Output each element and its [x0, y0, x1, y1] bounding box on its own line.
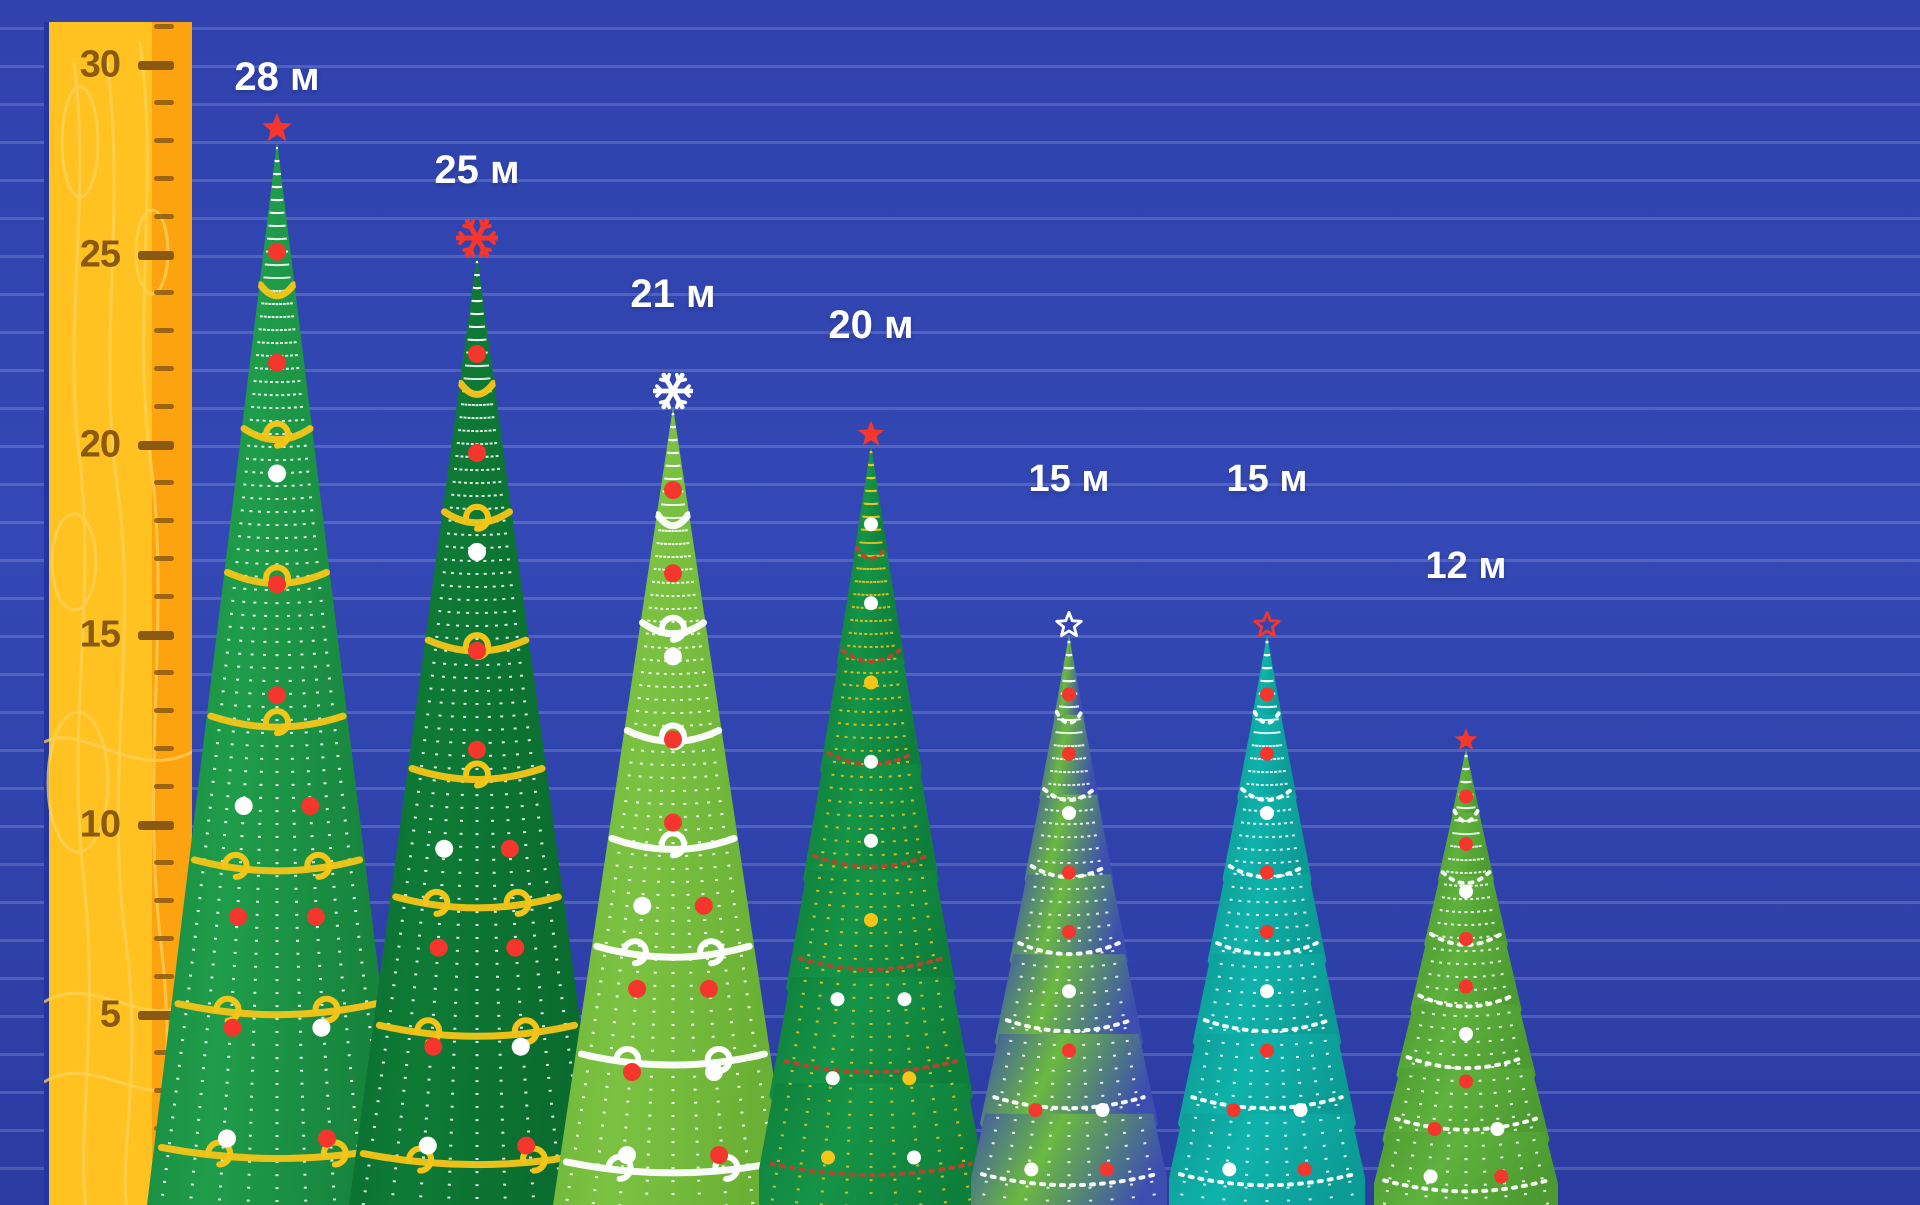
tree-2[interactable] [349, 218, 605, 1205]
tree-height-label-1: 28 м [234, 55, 320, 99]
gridline [0, 825, 1920, 828]
gridline [0, 407, 1920, 410]
ruler-tick-label-10: 10 [79, 803, 121, 846]
ruler-minor-tick [154, 404, 174, 409]
gridline [0, 483, 1920, 486]
ruler-tick-label-25: 25 [79, 233, 121, 276]
gridline [0, 521, 1920, 524]
ruler-tick-label-30: 30 [79, 43, 121, 86]
ruler-minor-tick [154, 594, 174, 599]
gridline [0, 559, 1920, 562]
ruler-minor-tick [154, 898, 174, 903]
ruler-minor-tick [154, 100, 174, 105]
gridline [0, 331, 1920, 334]
ruler-tick-label-15: 15 [79, 613, 121, 656]
gridline [0, 65, 1920, 68]
gridline [0, 445, 1920, 448]
gridline [0, 255, 1920, 258]
ruler-minor-tick [154, 746, 174, 751]
ruler-major-tick [138, 61, 174, 70]
gridline [0, 141, 1920, 144]
gridline [0, 635, 1920, 638]
tree-6[interactable] [1169, 611, 1365, 1205]
tree-cone [553, 407, 793, 1205]
ruler-major-tick [138, 631, 174, 640]
gridline [0, 977, 1920, 980]
ruler-tick-label-5: 5 [99, 993, 121, 1036]
ruler-minor-tick [154, 936, 174, 941]
star-filled-red-icon [260, 111, 294, 150]
gridline [0, 217, 1920, 220]
tree-height-label-7: 12 м [1425, 545, 1507, 587]
tree-height-label-2: 25 м [434, 148, 520, 192]
ruler-major-tick [138, 441, 174, 450]
tree-7[interactable] [1374, 728, 1558, 1205]
tree-cone [349, 255, 605, 1205]
tree-3[interactable] [553, 372, 793, 1205]
snowflake-red-icon [455, 217, 499, 264]
ruler-minor-tick [154, 708, 174, 713]
tree-5[interactable] [971, 611, 1167, 1205]
ruler-major-tick [138, 251, 174, 260]
ruler-minor-tick [154, 518, 174, 523]
ruler-minor-tick [154, 974, 174, 979]
ruler-minor-tick [154, 24, 174, 29]
ruler-minor-tick [154, 328, 174, 333]
tree-cone [759, 445, 983, 1205]
gridline [0, 597, 1920, 600]
ruler-minor-tick [154, 1050, 174, 1055]
star-outline-red-icon [1253, 611, 1281, 644]
ruler-minor-tick [154, 176, 174, 181]
tree-height-label-6: 15 м [1226, 458, 1308, 500]
ruler-minor-tick [154, 860, 174, 865]
tree-height-label-4: 20 м [828, 303, 914, 347]
star-filled-red-icon [1453, 727, 1479, 758]
gridline [0, 369, 1920, 372]
gridline [0, 293, 1920, 296]
gridline [0, 103, 1920, 106]
gridline [0, 1015, 1920, 1018]
gridline [0, 939, 1920, 942]
gridline [0, 673, 1920, 676]
ruler-edge [44, 22, 49, 1205]
gridline [0, 711, 1920, 714]
ruler-minor-tick [154, 138, 174, 143]
gridline [0, 749, 1920, 752]
ruler-minor-tick [154, 480, 174, 485]
ruler-minor-tick [154, 366, 174, 371]
star-outline-white-icon [1055, 611, 1083, 644]
snowflake-white-icon [652, 371, 694, 416]
tree-cone [1169, 635, 1365, 1205]
gridline [0, 901, 1920, 904]
ruler-major-tick [138, 821, 174, 830]
ruler-major-tick [138, 1011, 174, 1020]
ruler-minor-tick [154, 214, 174, 219]
star-filled-red-icon [856, 419, 886, 454]
ruler-minor-tick [154, 290, 174, 295]
gridline [0, 27, 1920, 30]
tree-height-label-3: 21 м [630, 272, 716, 316]
gridline [0, 179, 1920, 182]
tree-4[interactable] [759, 420, 983, 1205]
gridline [0, 787, 1920, 790]
tree-cone [971, 635, 1167, 1205]
ruler-minor-tick [154, 784, 174, 789]
tree-cone [1374, 749, 1558, 1205]
ruler-minor-tick [154, 670, 174, 675]
tree-height-label-5: 15 м [1028, 458, 1110, 500]
ruler-tick-label-20: 20 [79, 423, 121, 466]
ruler-minor-tick [154, 556, 174, 561]
gridline [0, 863, 1920, 866]
